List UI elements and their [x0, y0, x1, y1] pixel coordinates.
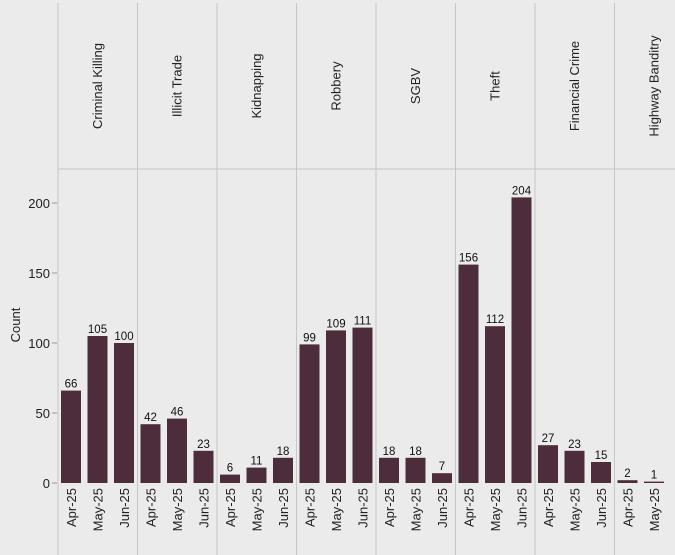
x-tick-label: Apr-25 [144, 488, 159, 527]
bar-value-label: 23 [197, 439, 210, 451]
bar [432, 473, 452, 483]
bar [485, 326, 505, 483]
x-tick-label: May-25 [568, 488, 583, 531]
bar-value-label: 99 [303, 332, 316, 344]
bar-value-label: 66 [65, 379, 78, 391]
bar-value-label: 15 [595, 450, 608, 462]
bar-value-label: 204 [512, 185, 532, 197]
facet-strip-label: Financial Crime [567, 41, 582, 131]
bar-value-label: 18 [277, 446, 290, 458]
bar-value-label: 46 [171, 407, 184, 419]
y-axis: 0 50 100 150 200 [28, 196, 57, 491]
facet-panels: 66 Apr-25 105 May-25 100 Jun-25 42 Apr-25 46 May-… [61, 185, 664, 531]
x-tick-label: Jun-25 [515, 488, 530, 528]
bar [167, 418, 187, 483]
bar [591, 462, 611, 483]
bar [458, 264, 479, 483]
facet-strip-label: Theft [487, 71, 502, 101]
y-tick-label: 0 [43, 476, 50, 491]
x-tick-label: May-25 [329, 488, 344, 531]
bar [114, 343, 134, 483]
bar-value-label: 6 [227, 463, 233, 475]
facet-strip-label: Criminal Killing [90, 43, 105, 129]
x-tick-label: Jun-25 [117, 488, 132, 528]
bar-value-label: 111 [354, 316, 371, 328]
x-tick-label: Jun-25 [594, 488, 609, 528]
x-tick-label: Apr-25 [223, 488, 238, 527]
y-tick-label: 150 [28, 266, 50, 281]
bar [273, 457, 293, 483]
bar [61, 390, 81, 483]
bar-value-label: 109 [326, 318, 345, 330]
bar-value-label: 23 [568, 439, 581, 451]
bar-value-label: 27 [542, 433, 555, 445]
facet-strip-label: SGBV [408, 68, 423, 104]
bar [379, 457, 399, 483]
bar [564, 450, 585, 483]
x-tick-label: Jun-25 [276, 488, 291, 528]
x-tick-label: May-25 [647, 488, 662, 531]
bar-value-label: 156 [459, 253, 478, 265]
bar [644, 481, 664, 483]
bar [87, 336, 108, 483]
bar [299, 344, 320, 483]
bar [538, 445, 558, 483]
bar [246, 467, 267, 483]
bar [193, 450, 214, 483]
bar-value-label: 2 [624, 468, 630, 480]
x-tick-label: Apr-25 [541, 488, 556, 527]
bar-value-label: 42 [144, 412, 157, 424]
x-tick-label: Apr-25 [64, 488, 79, 527]
bar-value-label: 18 [409, 446, 422, 458]
x-tick-label: May-25 [488, 488, 503, 531]
facet-strip-label: Illicit Trade [169, 55, 184, 117]
bar-value-label: 7 [439, 461, 445, 473]
y-axis-label: Count [8, 307, 23, 342]
x-tick-label: Apr-25 [382, 488, 397, 527]
facet-strip-label: Robbery [328, 61, 343, 111]
facet-strip-label: Highway Banditry [646, 35, 661, 137]
facet-strip-label: Kidnapping [249, 53, 264, 118]
x-tick-label: May-25 [91, 488, 106, 531]
x-tick-label: Jun-25 [435, 488, 450, 528]
bar-value-label: 105 [88, 324, 107, 336]
x-tick-label: May-25 [170, 488, 185, 531]
bar [511, 197, 532, 483]
x-tick-label: Apr-25 [303, 488, 318, 527]
x-tick-label: May-25 [250, 488, 265, 531]
bar [326, 330, 346, 483]
bar-value-label: 18 [383, 446, 396, 458]
y-tick-label: 200 [28, 196, 50, 211]
bar [140, 424, 161, 483]
x-tick-label: Jun-25 [197, 488, 212, 528]
bar [617, 480, 638, 483]
y-tick-label: 100 [28, 336, 50, 351]
bar [405, 457, 426, 483]
facet-strips: Criminal Killing Illicit Trade Kidnapping R… [57, 3, 675, 555]
bar [352, 327, 373, 483]
x-tick-label: Apr-25 [462, 488, 477, 527]
bar-value-label: 1 [651, 470, 657, 482]
bar-value-label: 100 [114, 331, 133, 343]
bar-value-label: 112 [486, 314, 504, 326]
x-tick-label: May-25 [409, 488, 424, 531]
y-tick-label: 50 [36, 406, 50, 421]
x-tick-label: Jun-25 [356, 488, 371, 528]
bar [220, 474, 240, 483]
x-tick-label: Apr-25 [621, 488, 636, 527]
bar-value-label: 11 [251, 456, 263, 468]
